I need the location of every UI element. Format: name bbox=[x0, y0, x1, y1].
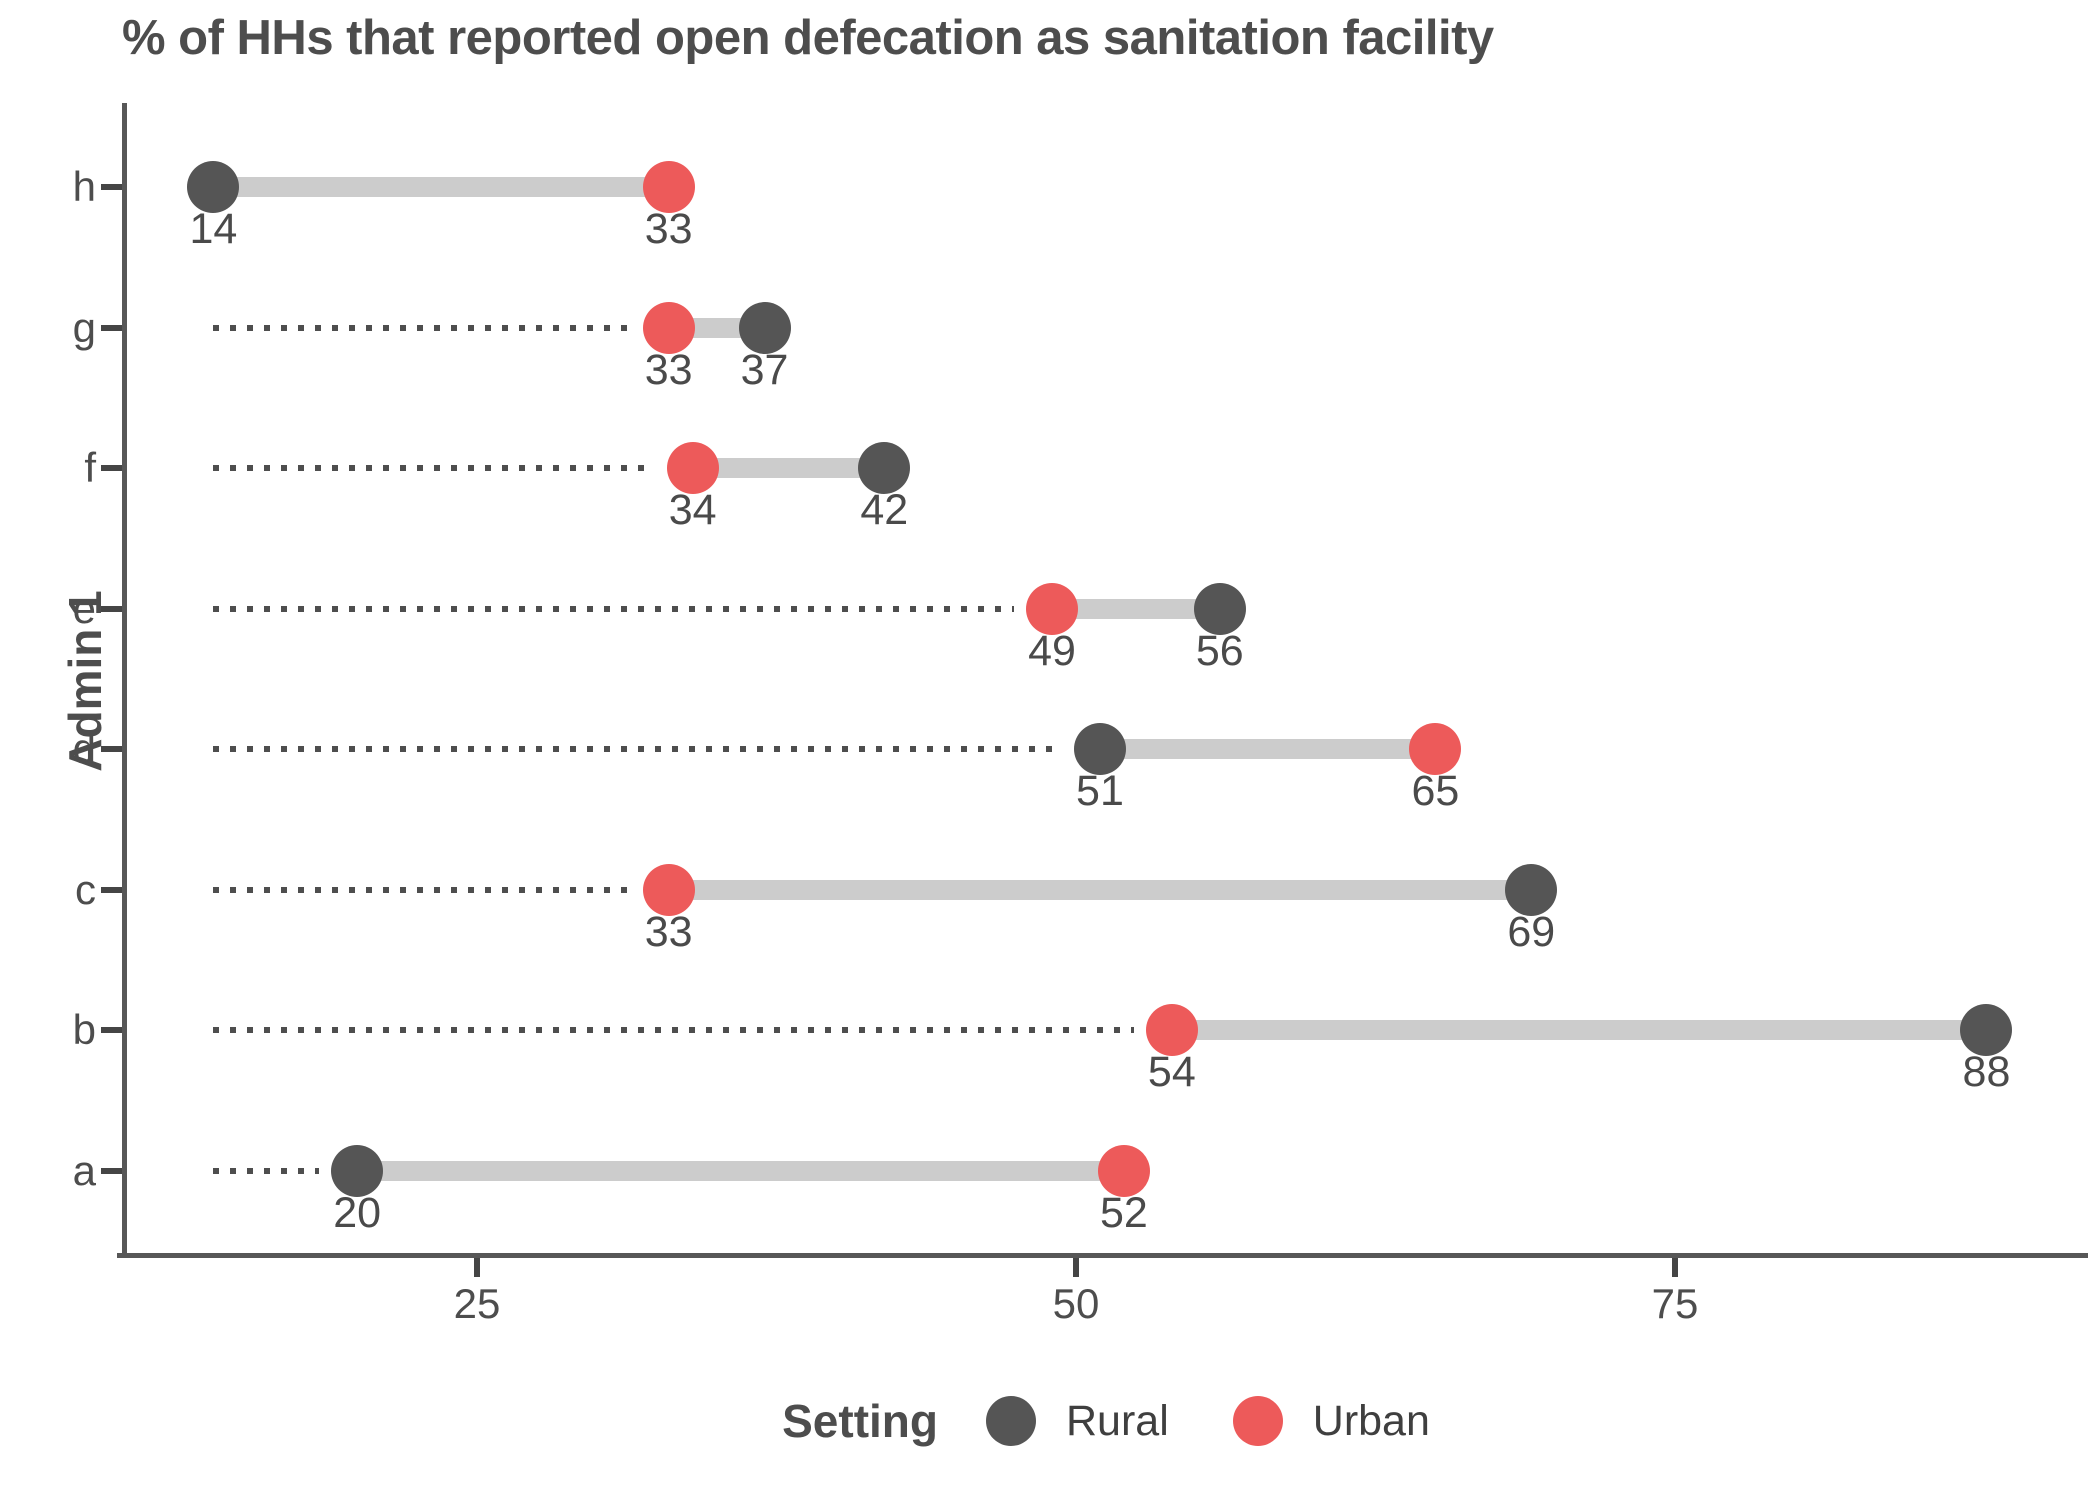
urban-dot bbox=[666, 442, 719, 494]
rural-value-label: 42 bbox=[860, 486, 909, 534]
urban-value-label: 34 bbox=[668, 486, 717, 534]
category-label-g: g bbox=[72, 303, 96, 351]
urban-value-label: 65 bbox=[1411, 767, 1460, 815]
urban-value-label: 54 bbox=[1147, 1048, 1196, 1096]
rural-value-label: 37 bbox=[740, 345, 789, 394]
category-label-c: c bbox=[75, 865, 96, 913]
urban-dot bbox=[1409, 723, 1462, 775]
x-axis-tick-label: 25 bbox=[453, 1280, 501, 1327]
urban-value-label: 49 bbox=[1028, 626, 1076, 675]
legend-items: Rural Urban bbox=[986, 1396, 1430, 1446]
rural-dot bbox=[1073, 723, 1126, 775]
rural-dot bbox=[858, 442, 911, 494]
y-axis-tick bbox=[101, 465, 122, 471]
dotted-leader bbox=[213, 1027, 1134, 1033]
urban-dot bbox=[1026, 582, 1079, 635]
y-axis-tick bbox=[101, 184, 122, 190]
rural-value-label: 51 bbox=[1076, 767, 1124, 815]
rural-dot bbox=[1960, 1004, 2013, 1056]
category-label-e: e bbox=[72, 584, 96, 632]
y-axis-line bbox=[122, 103, 127, 1256]
legend-swatch-rural bbox=[986, 1396, 1036, 1446]
urban-value-label: 33 bbox=[644, 907, 693, 956]
y-axis-tick bbox=[101, 886, 122, 893]
urban-dot bbox=[642, 301, 695, 354]
x-axis-tick-label: 50 bbox=[1052, 1280, 1100, 1327]
rural-dot bbox=[187, 161, 240, 213]
category-label-a: a bbox=[72, 1146, 96, 1194]
y-axis-tick bbox=[101, 605, 122, 612]
urban-dot bbox=[642, 161, 695, 213]
y-axis-tick bbox=[101, 746, 122, 752]
category-label-f: f bbox=[84, 444, 96, 491]
connector-band bbox=[1052, 598, 1220, 619]
dotted-leader bbox=[213, 324, 631, 331]
dotted-leader bbox=[213, 886, 631, 893]
urban-dot bbox=[1097, 1144, 1150, 1197]
legend-item-urban: Urban bbox=[1232, 1396, 1430, 1446]
legend-label: Urban bbox=[1312, 1396, 1430, 1445]
x-axis-line bbox=[117, 1253, 2088, 1258]
x-axis-tick bbox=[1672, 1258, 1678, 1277]
rural-value-label: 20 bbox=[333, 1188, 382, 1237]
connector-band bbox=[668, 879, 1532, 900]
urban-dot bbox=[1145, 1004, 1198, 1056]
urban-value-label: 33 bbox=[644, 205, 693, 253]
y-axis-tick bbox=[101, 324, 122, 331]
rural-dot bbox=[738, 301, 791, 354]
legend-title: Setting bbox=[782, 1395, 938, 1447]
urban-value-label: 33 bbox=[644, 345, 693, 394]
legend-label: Rural bbox=[1066, 1396, 1169, 1445]
connector-band bbox=[1171, 1020, 1987, 1040]
connector-band bbox=[692, 458, 885, 478]
dotted-leader bbox=[213, 1167, 320, 1174]
urban-dot bbox=[642, 863, 695, 916]
legend: Setting Rural Urban bbox=[112, 1386, 2100, 1456]
dotted-leader bbox=[213, 605, 1015, 612]
legend-item-rural: Rural bbox=[986, 1396, 1169, 1446]
dotted-leader bbox=[213, 746, 1062, 752]
y-axis-tick bbox=[101, 1027, 122, 1033]
rural-dot bbox=[331, 1144, 384, 1197]
rural-value-label: 88 bbox=[1962, 1048, 2011, 1096]
y-axis-tick bbox=[101, 1167, 122, 1174]
category-label-b: b bbox=[72, 1006, 96, 1053]
category-label-h: h bbox=[72, 163, 96, 210]
x-axis-tick bbox=[1073, 1258, 1079, 1277]
rural-value-label: 14 bbox=[189, 205, 238, 253]
rural-dot bbox=[1193, 582, 1246, 635]
chart-title: % of HHs that reported open defecation a… bbox=[122, 11, 1494, 65]
x-axis-tick-label: 75 bbox=[1651, 1280, 1699, 1327]
rural-value-label: 56 bbox=[1195, 626, 1244, 675]
rural-dot bbox=[1505, 863, 1558, 916]
legend-swatch-urban bbox=[1232, 1396, 1283, 1446]
rural-value-label: 69 bbox=[1507, 907, 1556, 956]
dotted-leader bbox=[213, 465, 655, 471]
connector-band bbox=[1099, 739, 1436, 759]
urban-value-label: 52 bbox=[1099, 1188, 1148, 1237]
connector-band bbox=[213, 177, 669, 197]
connector-band bbox=[357, 1160, 1124, 1181]
x-axis-tick bbox=[474, 1258, 480, 1277]
category-label-d: d bbox=[72, 725, 96, 772]
